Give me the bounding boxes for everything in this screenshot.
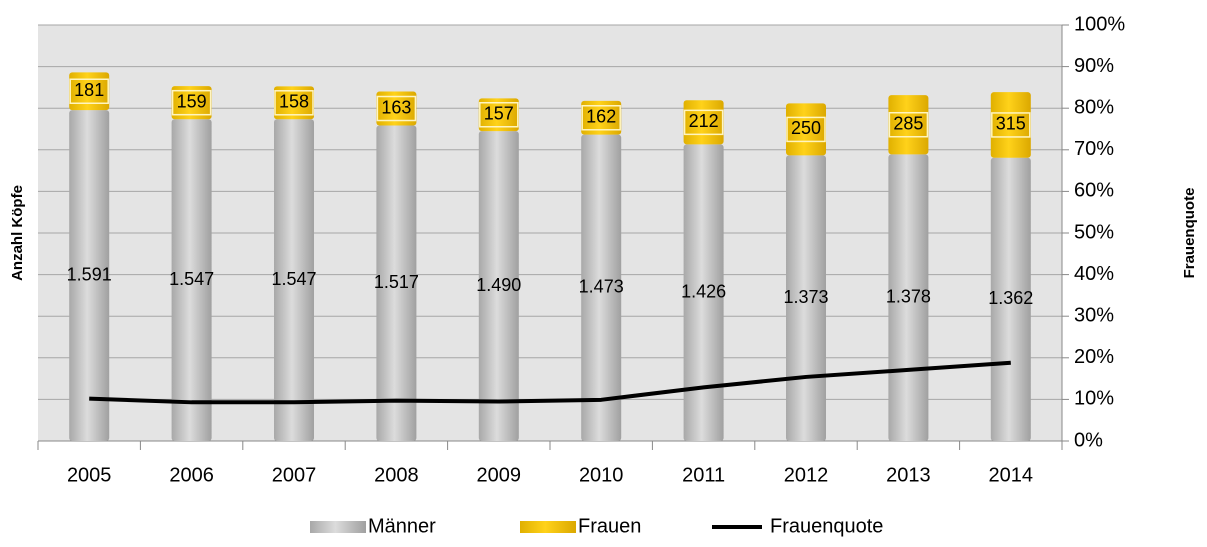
y2-tick-label: 90% — [1074, 55, 1114, 77]
y2-tick-label: 40% — [1074, 263, 1114, 285]
data-label: 315 — [996, 114, 1026, 134]
data-label: 285 — [893, 113, 923, 133]
bar-segment — [990, 92, 1031, 158]
bar-segment — [274, 86, 314, 120]
bar-segment — [69, 72, 110, 111]
bar-segment — [274, 119, 314, 441]
data-label: 1.373 — [783, 287, 828, 307]
data-label: 159 — [177, 91, 207, 111]
x-tick-label: 2005 — [67, 464, 112, 486]
y2-tick-label: 10% — [1074, 388, 1114, 410]
data-label: 1.547 — [169, 269, 214, 289]
y2-tick-label: 20% — [1074, 346, 1114, 368]
bar-segment — [478, 131, 519, 441]
data-label: 157 — [484, 104, 514, 124]
x-tick-label: 2009 — [477, 464, 522, 486]
bar-segment — [581, 134, 622, 441]
data-label-box — [376, 95, 417, 122]
x-tick-label: 2008 — [374, 464, 419, 486]
data-label: 1.547 — [271, 269, 316, 289]
legend-swatch — [520, 521, 576, 533]
y2-tick-label: 0% — [1074, 429, 1103, 451]
data-label: 1.426 — [681, 281, 726, 301]
line — [89, 360, 1011, 405]
bar-segment — [171, 86, 212, 120]
data-label-box — [683, 109, 724, 136]
x-tick-label: 2006 — [169, 464, 214, 486]
data-label: 158 — [279, 92, 309, 112]
y2-axis-label: Frauenquote — [1181, 188, 1198, 279]
bar-segment — [376, 125, 417, 442]
data-label: 212 — [689, 111, 719, 131]
legend-label: Männer — [368, 515, 436, 537]
x-tick-label: 2012 — [784, 464, 829, 486]
data-label-box — [69, 78, 109, 104]
data-label-box — [274, 90, 314, 116]
bar-segment — [786, 103, 826, 156]
data-label-box — [991, 112, 1031, 138]
x-tick-label: 2007 — [272, 464, 317, 486]
data-label-box — [479, 102, 519, 128]
data-label: 1.362 — [988, 288, 1033, 308]
data-label: 1.378 — [886, 286, 931, 306]
data-label: 250 — [791, 118, 821, 138]
data-label: 181 — [74, 80, 104, 100]
bar-segment — [786, 155, 826, 441]
y2-tick-label: 60% — [1074, 180, 1114, 202]
data-label-box — [581, 105, 621, 131]
bar-segment — [478, 98, 519, 132]
data-label-box — [786, 116, 826, 143]
bar-segment — [888, 95, 929, 155]
bar-segment — [376, 91, 417, 126]
y2-tick-label: 70% — [1074, 138, 1114, 160]
data-label: 1.473 — [579, 277, 624, 297]
legend-swatch — [310, 521, 366, 533]
bar-segment — [171, 119, 212, 441]
data-label: 1.490 — [476, 275, 521, 295]
x-tick-label: 2014 — [989, 464, 1034, 486]
y2-tick-label: 50% — [1074, 221, 1114, 243]
legend-label: Frauenquote — [770, 515, 883, 537]
x-tick-label: 2013 — [886, 464, 931, 486]
x-tick-label: 2010 — [579, 464, 624, 486]
bar-segment — [990, 157, 1031, 442]
bar-segment — [683, 144, 724, 441]
y2-tick-label: 30% — [1074, 304, 1114, 326]
x-tick-label: 2011 — [682, 464, 725, 486]
data-label: 162 — [586, 107, 616, 127]
bar-segment — [581, 100, 622, 135]
data-label-box — [171, 89, 212, 116]
data-label: 163 — [381, 97, 411, 117]
data-label-box — [888, 111, 929, 138]
bar-segment — [683, 100, 724, 145]
y-axis-label: Anzahl Köpfe — [9, 185, 26, 281]
y2-tick-label: 80% — [1074, 96, 1114, 118]
y2-tick-label: 100% — [1074, 13, 1125, 35]
data-label: 1.517 — [374, 272, 419, 292]
data-label: 1.591 — [67, 264, 112, 284]
legend-label: Frauen — [578, 515, 641, 537]
bar-segment — [69, 110, 110, 442]
